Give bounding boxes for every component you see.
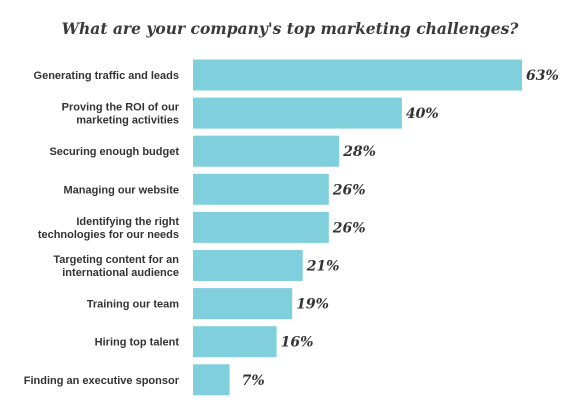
bars-group	[193, 59, 522, 396]
bar-1	[193, 59, 522, 91]
value-labels-group: 63% 40% 28% 26% 26% 21% 19% 16% 7%	[242, 68, 559, 389]
category-label-line: technologies for our needs	[38, 229, 179, 241]
category-label-line: Generating traffic and leads	[34, 70, 179, 82]
bar-4	[193, 173, 329, 205]
value-label-8: 16%	[281, 335, 314, 351]
category-label-line: Finding an executive sponsor	[24, 375, 180, 387]
value-label-9: 7%	[242, 373, 265, 389]
category-labels-group: Generating traffic and leads Proving the …	[24, 70, 180, 387]
bar-2	[193, 97, 402, 129]
category-label-8: Hiring top talent	[95, 337, 180, 349]
category-label-9: Finding an executive sponsor	[24, 375, 180, 387]
bar-6	[193, 250, 303, 281]
category-label-1: Generating traffic and leads	[34, 70, 179, 82]
category-label-4: Managing our website	[63, 184, 179, 196]
category-label-line: Targeting content for an	[53, 254, 179, 266]
bar-9	[193, 364, 230, 396]
value-label-4: 26%	[332, 182, 366, 198]
category-label-line: international audience	[62, 267, 179, 279]
bar-5	[193, 211, 329, 243]
category-label-line: Identifying the right	[76, 216, 179, 228]
category-label-line: marketing activities	[76, 115, 179, 127]
value-label-2: 40%	[406, 106, 439, 122]
value-label-6: 21%	[306, 259, 340, 275]
value-label-5: 26%	[332, 220, 366, 236]
value-label-7: 19%	[296, 297, 329, 313]
category-label-line: Securing enough budget	[49, 146, 179, 158]
bar-3	[193, 135, 340, 167]
chart-title: What are your company's top marketing ch…	[62, 19, 520, 38]
bar-7	[193, 288, 293, 320]
category-label-line: Hiring top talent	[95, 337, 180, 349]
bar-8	[193, 326, 277, 358]
category-label-line: Proving the ROI of our	[62, 102, 180, 114]
category-label-2: Proving the ROI of our marketing activiti…	[62, 102, 180, 127]
category-label-line: Training our team	[87, 299, 180, 311]
value-label-1: 63%	[526, 68, 559, 84]
category-label-5: Identifying the right technologies for ou…	[38, 216, 180, 241]
category-label-line: Managing our website	[63, 184, 179, 196]
category-label-7: Training our team	[87, 299, 180, 311]
value-label-3: 28%	[342, 144, 376, 160]
category-label-3: Securing enough budget	[49, 146, 179, 158]
category-label-6: Targeting content for an international au…	[53, 254, 179, 279]
